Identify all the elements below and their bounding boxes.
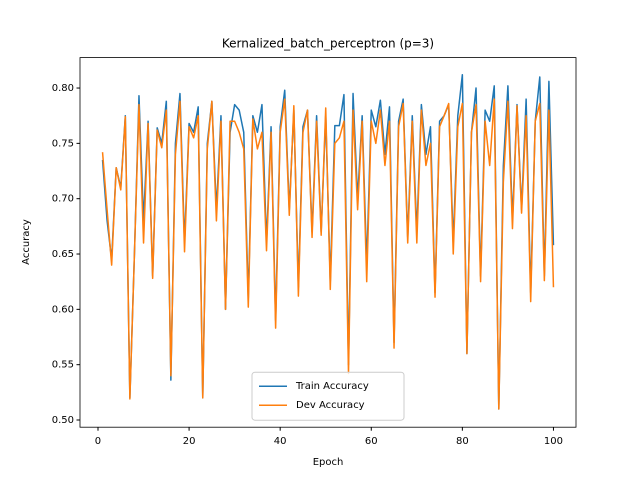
x-tick-label: 20 <box>183 436 196 447</box>
legend-label: Train Accuracy <box>295 381 369 392</box>
y-tick-label: 0.60 <box>52 304 74 315</box>
x-tick-label: 80 <box>456 436 469 447</box>
chart-title: Kernalized_batch_perceptron (p=3) <box>222 37 434 51</box>
y-tick-label: 0.50 <box>52 415 74 426</box>
y-axis-label: Accuracy <box>21 219 32 265</box>
legend-box <box>251 371 405 421</box>
x-tick-label: 0 <box>95 436 101 447</box>
y-tick-label: 0.55 <box>52 360 74 371</box>
legend-label: Dev Accuracy <box>296 400 365 411</box>
x-tick-label: 60 <box>365 436 378 447</box>
y-tick-label: 0.75 <box>52 138 74 149</box>
y-tick-label: 0.65 <box>52 249 74 260</box>
x-axis-label: Epoch <box>313 457 344 468</box>
axes-frame <box>79 57 577 428</box>
x-tick-label: 40 <box>274 436 287 447</box>
y-tick-label: 0.70 <box>52 194 74 205</box>
y-tick-label: 0.80 <box>52 83 74 94</box>
x-tick-label: 100 <box>544 436 563 447</box>
series-line <box>101 98 555 410</box>
